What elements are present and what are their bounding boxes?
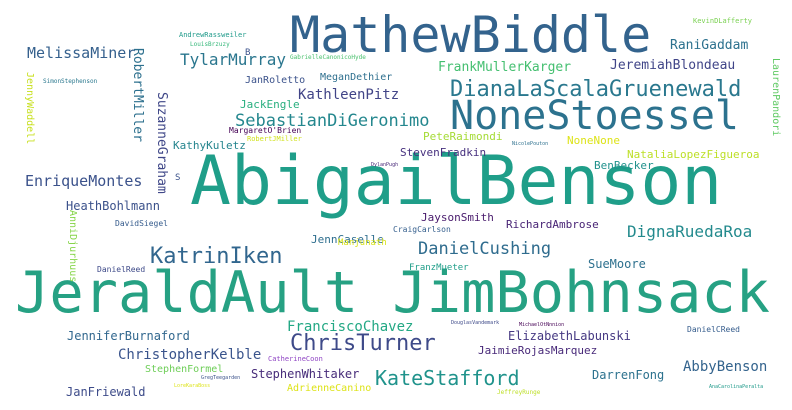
word-abbybenson: AbbyBenson: [683, 359, 768, 375]
word-nicolepouton: NicolePouton: [512, 141, 549, 147]
word-dylanpugh: DylanPugh: [371, 162, 399, 168]
word-janroletto: JanRoletto: [245, 75, 306, 86]
word-dignaruedaroa: DignaRuedaRoa: [627, 222, 753, 241]
word-stephenformel: StephenFormel: [145, 364, 224, 375]
word-katestafford: KateStafford: [375, 366, 520, 390]
word-megandethier: MeganDethier: [320, 72, 393, 83]
word-danielreed: DanielReed: [97, 265, 146, 274]
word-andrewrassweiler: AndrewRassweiler: [179, 31, 247, 39]
word-enriquemontes: EnriqueMontes: [25, 172, 143, 190]
word-laurenpandori: LaurenPandori: [770, 58, 781, 137]
word-kathleenpitz: KathleenPitz: [298, 87, 400, 103]
word-jennywaddell: JennyWaddell: [24, 72, 35, 145]
word-janfriewald: JanFriewald: [66, 385, 146, 399]
word-jeremiahblondeau: JeremiahBlondeau: [610, 58, 736, 73]
word-jeffreyrunge: JeffreyRunge: [497, 389, 541, 396]
word-katriniken: KatrinIken: [150, 244, 283, 269]
word-simonstephenson: SimonStephenson: [43, 78, 98, 85]
word-adriennecanino: AdrienneCanino: [287, 383, 372, 394]
word-michaelotnnion: MichaelOtNnnion: [519, 322, 565, 328]
word-annidjurhuus: AnniDjurhuus: [67, 210, 78, 283]
word-lorekaraboss: LoreKaraBoss: [174, 383, 211, 389]
word-kevindlafferty: KevinDLafferty: [693, 17, 753, 25]
word-richardambrose: RichardAmbrose: [506, 218, 599, 231]
word-franciscochavez: FranciscoChavez: [287, 319, 414, 335]
word-christurner: ChrisTurner: [290, 331, 436, 356]
word-nonestoessel: NoneStoessel: [450, 93, 739, 139]
word-gregteegarden: GregTeegarden: [201, 375, 241, 381]
word-heathbohlmann: HeathBohlmann: [66, 199, 160, 213]
word-abigailbenson: AbigailBenson: [190, 142, 723, 221]
word-stephenwhitaker: StephenWhitaker: [251, 367, 360, 381]
word-danielcushing: DanielCushing: [418, 239, 552, 259]
word-jaysonsmith: JaysonSmith: [421, 211, 494, 224]
word-jenncaselle: JennCaselle: [311, 233, 384, 246]
word-louisbrzuzy: LouisBrzuzy: [190, 41, 230, 48]
word-suzannegraham: SuzanneGraham: [154, 92, 169, 194]
word-mathewbiddle: MathewBiddle: [290, 6, 652, 64]
word-jaimierojasmarquez: JaimieRojasMarquez: [478, 344, 598, 357]
word-jenniferburnaford: JenniferBurnaford: [67, 329, 190, 343]
word-frankmullerkarger: FrankMullerKarger: [438, 60, 572, 75]
word-ranigaddam: RaniGaddam: [670, 38, 749, 53]
word-benbecker: BenBecker: [594, 159, 654, 172]
word-suemoore: SueMoore: [588, 257, 646, 271]
word-s: S: [175, 173, 181, 183]
word-b: B: [245, 48, 251, 58]
word-robertjmiller: RobertJMiller: [247, 135, 302, 143]
word-nonenone: NoneNone: [567, 134, 620, 147]
word-natalialopezfigueroa: NataliaLopezFigueroa: [627, 148, 760, 161]
word-kathykuletz: KathyKuletz: [173, 139, 246, 152]
word-margaretobrien: MargaretO'Brien: [229, 126, 302, 135]
word-craigcarlson: CraigCarlson: [393, 225, 451, 234]
word-dianalascalagruenewald: DianaLaScalaGruenewald: [450, 77, 742, 102]
word-melissaminer: MelissaMiner: [27, 44, 136, 62]
word-darrenfong: DarrenFong: [592, 368, 665, 382]
word-christopherkelble: ChristopherKelble: [118, 347, 262, 363]
word-elizabethlabunski: ElizabethLabunski: [508, 329, 631, 343]
word-danielcreed: DanielCReed: [687, 325, 740, 334]
word-peteraimondi: PeteRaimondi: [423, 130, 503, 143]
word-manjunath: Manjunath: [338, 238, 387, 248]
word-jackengle: JackEngle: [240, 98, 300, 111]
word-tylarmurray: TylarMurray: [180, 50, 286, 69]
word-franzmueter: FranzMueter: [409, 263, 469, 273]
word-catherinecoon: CatherineCoon: [268, 355, 323, 363]
word-robertmiller: RobertMiller: [130, 48, 145, 142]
word-jeraldault-jimbohnsack: JeraldAult JimBohnsack: [15, 260, 770, 326]
word-gabriellecanonicohyde: GabrielleCanonicoHyde: [290, 54, 366, 61]
word-anacarolinaperalta: AnaCarolinaPeralta: [709, 384, 764, 390]
word-sebastiandigeronimo: SebastianDiGeronimo: [235, 111, 430, 131]
word-davidsiegel: DavidSiegel: [115, 219, 168, 228]
word-stevenfradkin: StevenFradkin: [400, 146, 487, 159]
word-douglasvandemark: DouglasVandemark: [451, 320, 500, 326]
